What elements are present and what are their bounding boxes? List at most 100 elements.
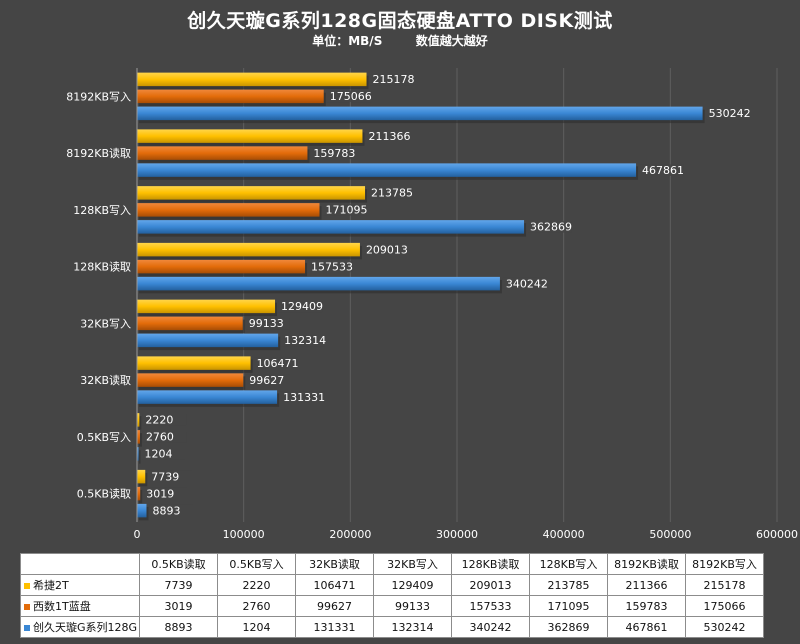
legend-entry: 希捷2T <box>19 574 141 596</box>
table-cell: 171095 <box>529 595 609 617</box>
bar-2 <box>137 276 500 291</box>
x-tick-label: 600000 <box>756 528 798 541</box>
bar-0 <box>137 356 251 370</box>
data-label: 171095 <box>326 204 368 217</box>
table-cell: 213785 <box>529 574 609 596</box>
data-label-bg <box>368 187 413 199</box>
table-header-cell: 32KB读取 <box>295 553 375 575</box>
data-label: 211366 <box>368 130 410 143</box>
bar-2 <box>137 503 147 518</box>
data-table: 0.5KB读取 0.5KB写入 32KB读取 32KB写入 128KB读取 128KB写入… <box>19 553 765 638</box>
table-header-cell: 128KB写入 <box>529 553 609 575</box>
data-label: 3019 <box>146 487 174 500</box>
bar-shadow <box>139 433 142 447</box>
table-cell: 362869 <box>529 616 609 638</box>
data-label-bg <box>281 334 326 347</box>
data-label-bg <box>326 90 371 103</box>
bar-2 <box>137 447 139 461</box>
bar-1 <box>137 203 320 217</box>
data-label: 131331 <box>283 391 325 404</box>
table-cell: 106471 <box>295 574 375 596</box>
bar-2 <box>137 333 279 348</box>
table-cell: 129409 <box>373 574 453 596</box>
data-label-bg <box>253 357 298 369</box>
data-label: 1204 <box>145 448 173 461</box>
category-label: 128KB读取 <box>73 260 131 274</box>
table-cell: 175066 <box>685 595 765 617</box>
data-label-bg <box>141 448 186 460</box>
data-label: 175066 <box>330 90 372 103</box>
table-cell: 3019 <box>139 595 219 617</box>
bar-0 <box>137 186 366 200</box>
table-header-cell: 32KB写入 <box>373 553 453 575</box>
legend-entry: 创久天璇G系列128G <box>19 616 141 638</box>
data-label-bg <box>705 107 750 120</box>
bar-1 <box>137 259 306 274</box>
data-label: 99627 <box>249 374 284 387</box>
category-label: 8192KB写入 <box>66 90 131 103</box>
bar-2 <box>137 220 525 234</box>
bar-1 <box>137 89 324 104</box>
table-cell: 211366 <box>607 574 687 596</box>
data-label: 2760 <box>146 431 174 444</box>
bar-1 <box>137 146 308 160</box>
table-cell: 340242 <box>451 616 531 638</box>
category-label: 8192KB读取 <box>66 146 131 160</box>
data-label: 215178 <box>373 73 415 86</box>
data-label: 209013 <box>366 243 408 256</box>
data-label-bg <box>143 487 188 500</box>
data-label-bg <box>149 504 194 517</box>
data-label: 362869 <box>530 221 572 234</box>
table-header-cell: 128KB读取 <box>451 553 531 575</box>
data-label-bg <box>148 470 193 483</box>
data-label-bg <box>527 221 572 233</box>
table-row: 创久天璇G系列128G 8893 1204 131331 132314 340242 362… <box>19 616 765 638</box>
x-tick-label: 100000 <box>223 528 265 541</box>
bar-1 <box>137 486 141 501</box>
legend-entry: 西数1T蓝盘 <box>19 595 141 617</box>
data-label-bg <box>639 164 684 176</box>
data-label-bg <box>365 130 410 142</box>
data-label-bg <box>308 260 353 273</box>
category-label: 32KB写入 <box>80 317 131 330</box>
table-cell: 99627 <box>295 595 375 617</box>
data-label-bg <box>142 431 187 443</box>
data-label: 2220 <box>145 414 173 427</box>
data-label-bg <box>322 204 367 216</box>
data-label: 530242 <box>709 107 751 120</box>
table-cell: 157533 <box>451 595 531 617</box>
data-label-bg <box>310 147 355 159</box>
bar-0 <box>137 72 367 87</box>
data-label: 8893 <box>152 504 180 517</box>
table-header-cell: 0.5KB读取 <box>139 553 219 575</box>
category-label: 0.5KB写入 <box>77 431 131 444</box>
data-label: 129409 <box>281 300 323 313</box>
bar-shadow <box>139 489 143 504</box>
table-cell: 159783 <box>607 595 687 617</box>
data-label: 157533 <box>311 260 353 273</box>
table-header-cell: 8192KB读取 <box>607 553 687 575</box>
table-cell: 132314 <box>373 616 453 638</box>
data-label-bg <box>246 374 291 386</box>
data-label: 7739 <box>151 470 179 483</box>
x-tick-label: 500000 <box>649 528 691 541</box>
bar-1 <box>137 430 140 444</box>
data-label-bg <box>278 300 323 313</box>
table-cell: 530242 <box>685 616 765 638</box>
bar-0 <box>137 129 363 143</box>
table-cell: 1204 <box>217 616 297 638</box>
bar-2 <box>137 163 637 177</box>
bar-1 <box>137 373 244 387</box>
bar-0 <box>137 469 146 484</box>
table-row: 西数1T蓝盘 3019 2760 99627 99133 157533 171095 1597… <box>19 595 765 617</box>
data-label-bg <box>280 391 325 403</box>
category-label: 128KB写入 <box>73 204 131 217</box>
bar-0 <box>137 413 140 427</box>
table-cell: 99133 <box>373 595 453 617</box>
bar-2 <box>137 106 703 121</box>
data-label: 132314 <box>284 334 326 347</box>
data-label-bg <box>502 277 547 290</box>
table-cell: 7739 <box>139 574 219 596</box>
table-cell: 8893 <box>139 616 219 638</box>
